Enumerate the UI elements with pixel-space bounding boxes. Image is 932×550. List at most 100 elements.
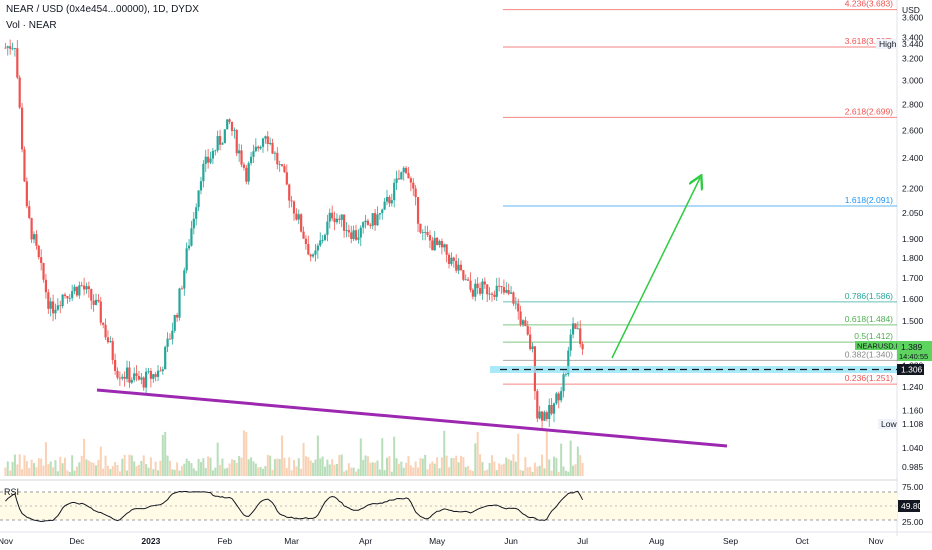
candle-body [347, 230, 350, 233]
volume-bar [419, 458, 422, 476]
volume-bar [195, 470, 198, 476]
candle-body [145, 371, 148, 388]
candle-body [328, 212, 331, 222]
plot-area[interactable] [0, 0, 897, 550]
candle-body [440, 240, 443, 248]
candle-body [209, 158, 212, 163]
candle-body [481, 281, 484, 294]
candle-body [278, 164, 281, 165]
candle-body [447, 254, 451, 264]
volume-bar [381, 438, 384, 476]
candle-body [550, 405, 553, 414]
candle-body [230, 121, 234, 131]
candle-body [457, 264, 460, 271]
time-tick: Nov [868, 536, 884, 546]
volume-bar [300, 468, 303, 476]
volume-bar [250, 457, 253, 476]
volume-bar [61, 463, 64, 476]
fib-level-label: 3.618(3.307) [845, 36, 893, 46]
volume-bar [555, 457, 558, 476]
candle-body [125, 367, 129, 379]
volume-bar [405, 462, 408, 476]
volume-bar [137, 464, 140, 476]
volume-bar [326, 459, 329, 476]
candle-body [469, 280, 472, 290]
candle-body [223, 129, 226, 144]
candle-body [476, 283, 479, 289]
volume-bar [438, 468, 441, 476]
volume-bar [283, 457, 286, 476]
volume-bar [474, 443, 477, 476]
volume-bar [111, 466, 114, 476]
candle-body [192, 218, 195, 229]
candle-body [402, 167, 405, 173]
fibonacci-extension[interactable]: 4.236(3.683) 3.618(3.307) 2.618(2.699) 1.61… [503, 0, 897, 385]
candle-body [90, 289, 93, 301]
candle-body [397, 178, 401, 180]
volume-bar [252, 461, 255, 476]
candle-body [104, 324, 107, 338]
candle-body [87, 286, 90, 290]
candle-body [195, 207, 198, 219]
volume-label: Vol · NEAR [6, 20, 57, 31]
candle-body [538, 411, 541, 419]
candle-body [85, 286, 88, 290]
candle-body [6, 46, 9, 48]
volume-bar [90, 462, 93, 476]
volume-bar [519, 470, 522, 476]
price-tick: 3.200 [902, 53, 924, 63]
candle-body [16, 48, 19, 78]
current-price-badge[interactable]: NEARUSD.P 1.389 14:40:55 [855, 341, 932, 361]
candle-body [176, 314, 179, 318]
volume-bar [309, 460, 312, 476]
volume-bar [533, 462, 536, 476]
volume-bar [64, 457, 67, 476]
candle-body [381, 209, 384, 214]
purple-trendline[interactable] [96, 388, 728, 448]
volume-bar [531, 471, 534, 476]
candle-body [257, 146, 260, 149]
candle-body [271, 142, 274, 154]
candle-body [106, 337, 110, 343]
price-axis[interactable]: 3.600 3.400 3.200 3.000 2.800 2.600 2.400 2.200… [902, 13, 924, 473]
candle-body [73, 286, 76, 292]
candle-body [524, 320, 527, 327]
price-tick: 3.400 [902, 32, 924, 42]
volume-bar [78, 462, 81, 476]
volume-bar [238, 455, 241, 476]
candle-body [204, 156, 207, 164]
volume-bar [424, 454, 427, 476]
volume-bar [87, 460, 90, 476]
volume-bar [529, 466, 532, 476]
candle-body [316, 245, 319, 251]
volume-bar [493, 461, 496, 476]
price-tick: 1.160 [902, 405, 924, 415]
candle-body [247, 163, 250, 182]
candle-body [467, 279, 470, 281]
volume-bar [388, 456, 391, 476]
price-tick: 1.600 [902, 294, 924, 304]
green-projection-arrow[interactable] [611, 178, 700, 359]
candle-body [443, 244, 446, 248]
volume-bar [281, 435, 284, 476]
time-axis[interactable]: Nov Dec 2023 Feb Mar Apr May Jun Jul Aug Sep Oct Nov [0, 536, 884, 546]
candle-body [393, 182, 396, 201]
volume-bar [536, 466, 539, 476]
volume-bar [290, 470, 293, 476]
volume-bar [543, 468, 546, 476]
volume-bar [572, 465, 575, 476]
candle-body [240, 150, 243, 165]
volume-bar [462, 457, 465, 476]
candle-body [416, 197, 420, 224]
volume-bar [581, 462, 584, 476]
chart-title: NEAR / USD (0x4e454...00000), 1D, DYDX [6, 4, 199, 15]
volume-bar [273, 459, 276, 476]
price-tick: 2.050 [902, 208, 924, 218]
volume-bar [471, 470, 474, 476]
rsi-value: 49.80 [901, 501, 923, 511]
candle-body [288, 184, 291, 201]
price-tick: 1.240 [902, 382, 924, 392]
candle-body [173, 314, 176, 331]
candle-body [500, 286, 503, 288]
